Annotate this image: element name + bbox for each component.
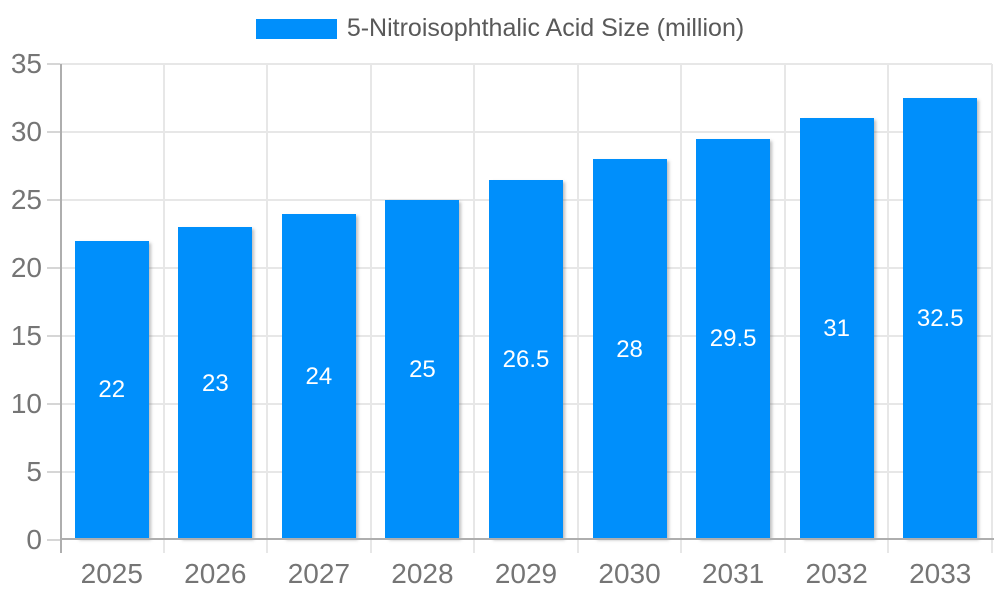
- bar-value-label: 28: [616, 335, 643, 363]
- legend-swatch: [255, 18, 337, 39]
- x-gridline: [473, 64, 476, 553]
- x-tick-label: 2032: [805, 558, 868, 589]
- bar-2026[interactable]: 23: [178, 227, 253, 540]
- bar-value-label: 31: [823, 315, 850, 343]
- bar-value-label: 29.5: [709, 325, 757, 353]
- bar-value-label: 23: [201, 369, 229, 397]
- x-gridline: [991, 64, 993, 553]
- x-tick-label: 2029: [494, 558, 558, 589]
- y-axis-tick: [47, 63, 60, 65]
- x-tick-label: 2030: [598, 558, 661, 589]
- y-axis-tick: [47, 267, 60, 269]
- legend-label: 5-Nitroisophthalic Acid Size (million): [346, 14, 745, 42]
- x-gridline: [266, 64, 269, 553]
- bar-value-label: 22: [98, 376, 126, 404]
- x-axis-line: [60, 538, 994, 540]
- x-tick-label: 2027: [287, 558, 351, 589]
- x-gridline: [680, 64, 683, 553]
- legend-item[interactable]: 5-Nitroisophthalic Acid Size (million): [255, 14, 745, 43]
- y-tick-label: 10: [10, 388, 42, 419]
- x-gridline: [576, 64, 579, 553]
- plot-area: 0 5 10 15 20 25 30 35 22 2025 23 2026 24 2027 25 2028 26…: [11, 50, 994, 589]
- bar-2027[interactable]: 24: [281, 213, 356, 540]
- y-axis-tick: [47, 539, 60, 541]
- y-gridline: [60, 63, 992, 65]
- x-tick-label: 2026: [184, 558, 247, 589]
- bar-2030[interactable]: 28: [592, 159, 667, 540]
- y-tick-label: 30: [10, 116, 42, 147]
- y-axis-tick: [47, 199, 60, 201]
- bar-value-label: 25: [409, 356, 436, 383]
- x-gridline: [783, 64, 786, 553]
- legend: 5-Nitroisophthalic Acid Size (million): [0, 14, 1000, 43]
- bar-2029[interactable]: 26.5: [489, 179, 563, 540]
- bar-2028[interactable]: 25: [385, 200, 460, 540]
- y-tick-label: 0: [26, 524, 42, 555]
- bar-2032[interactable]: 31: [799, 118, 874, 540]
- x-tick-label: 2025: [80, 558, 143, 589]
- x-gridline: [162, 64, 165, 553]
- x-tick-label: 2028: [391, 558, 454, 589]
- x-tick-label: 2031: [701, 558, 765, 589]
- bar-value-label: 32.5: [916, 305, 964, 332]
- y-tick-label: 20: [10, 252, 42, 283]
- bar-2033[interactable]: 32.5: [903, 98, 978, 540]
- y-axis-tick: [47, 403, 60, 405]
- y-tick-label: 35: [10, 48, 42, 79]
- y-tick-label: 15: [10, 320, 42, 351]
- bar-2031[interactable]: 29.5: [696, 138, 771, 540]
- y-gridline: [60, 131, 992, 133]
- y-axis-line: [60, 64, 62, 553]
- x-tick-label: 2033: [909, 558, 972, 589]
- y-tick-label: 5: [26, 456, 42, 487]
- y-axis-tick: [47, 335, 60, 337]
- bar-value-label: 24: [305, 362, 333, 390]
- y-axis-tick: [47, 131, 60, 133]
- x-gridline: [369, 64, 372, 553]
- y-axis-tick: [47, 471, 60, 473]
- y-tick-label: 25: [10, 184, 42, 215]
- x-gridline: [887, 64, 890, 553]
- bar-2025[interactable]: 22: [74, 240, 149, 540]
- bar-value-label: 26.5: [502, 345, 550, 373]
